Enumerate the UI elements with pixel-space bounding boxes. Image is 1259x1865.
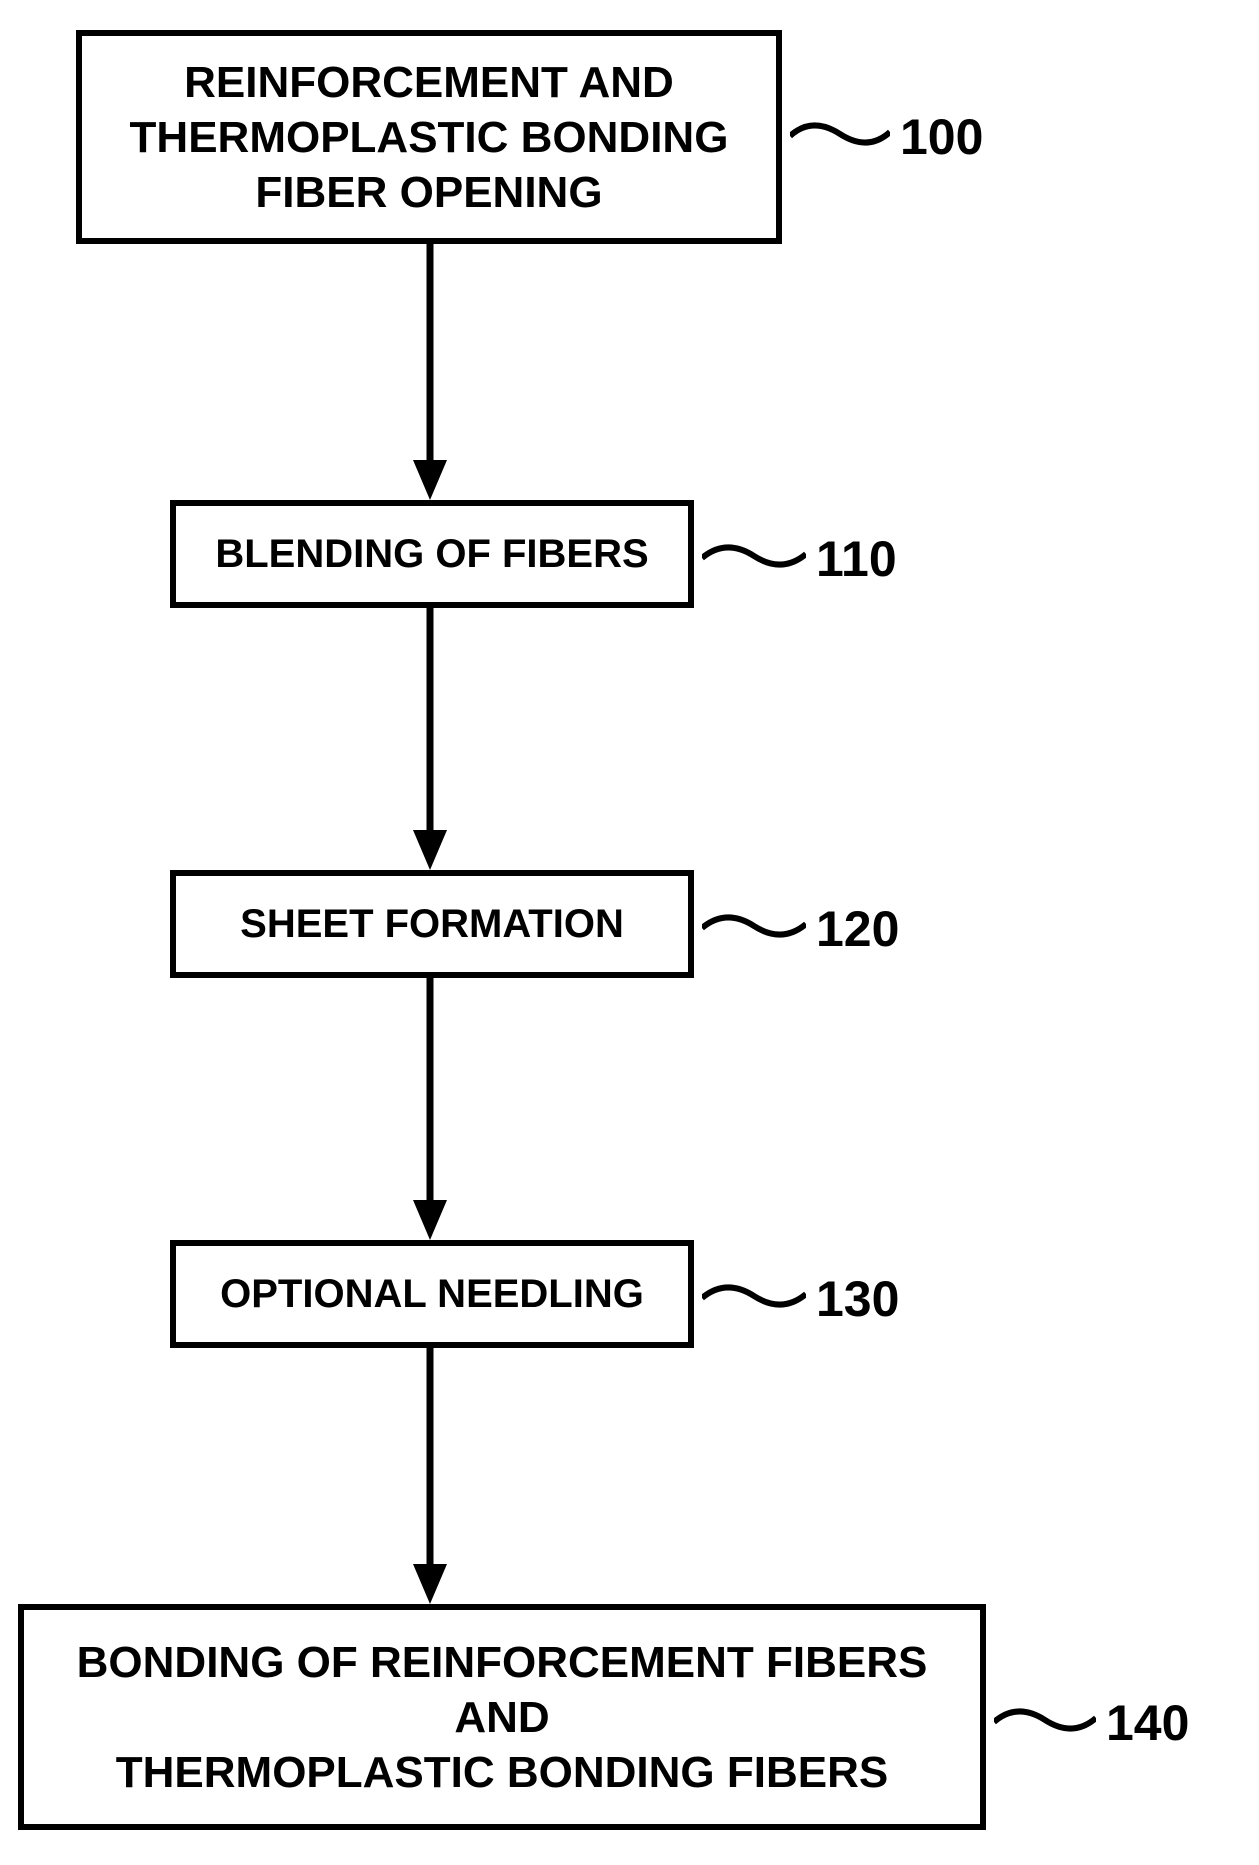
ref-number: 120 (816, 900, 899, 958)
process-box-fiber-opening: REINFORCEMENT ANDTHERMOPLASTIC BONDINGFI… (76, 30, 782, 244)
node-label: SHEET FORMATION (240, 899, 624, 949)
node-label: BONDING OF REINFORCEMENT FIBERSANDTHERMO… (77, 1635, 928, 1800)
ref-text: 140 (1106, 1695, 1189, 1751)
ref-number: 140 (1106, 1694, 1189, 1752)
process-box-sheet-formation: SHEET FORMATION (170, 870, 694, 978)
node-label: BLENDING OF FIBERS (215, 529, 648, 579)
flow-arrow (413, 1348, 447, 1604)
ref-connector (702, 912, 806, 938)
process-box-blending: BLENDING OF FIBERS (170, 500, 694, 608)
node-label: OPTIONAL NEEDLING (220, 1269, 644, 1319)
ref-text: 120 (816, 901, 899, 957)
ref-connector (790, 120, 890, 146)
ref-connector (702, 1282, 806, 1308)
ref-text: 110 (816, 531, 897, 587)
ref-connector (702, 542, 806, 568)
ref-text: 130 (816, 1271, 899, 1327)
node-label: REINFORCEMENT ANDTHERMOPLASTIC BONDINGFI… (130, 55, 729, 220)
flow-arrow (413, 244, 447, 500)
ref-number: 130 (816, 1270, 899, 1328)
ref-number: 110 (816, 530, 897, 588)
flowchart-container: REINFORCEMENT ANDTHERMOPLASTIC BONDINGFI… (0, 0, 1259, 1865)
process-box-bonding: BONDING OF REINFORCEMENT FIBERSANDTHERMO… (18, 1604, 986, 1830)
ref-text: 100 (900, 109, 983, 165)
flow-arrow (413, 978, 447, 1240)
process-box-optional-needling: OPTIONAL NEEDLING (170, 1240, 694, 1348)
ref-number: 100 (900, 108, 983, 166)
flow-arrow (413, 608, 447, 870)
ref-connector (994, 1706, 1096, 1732)
